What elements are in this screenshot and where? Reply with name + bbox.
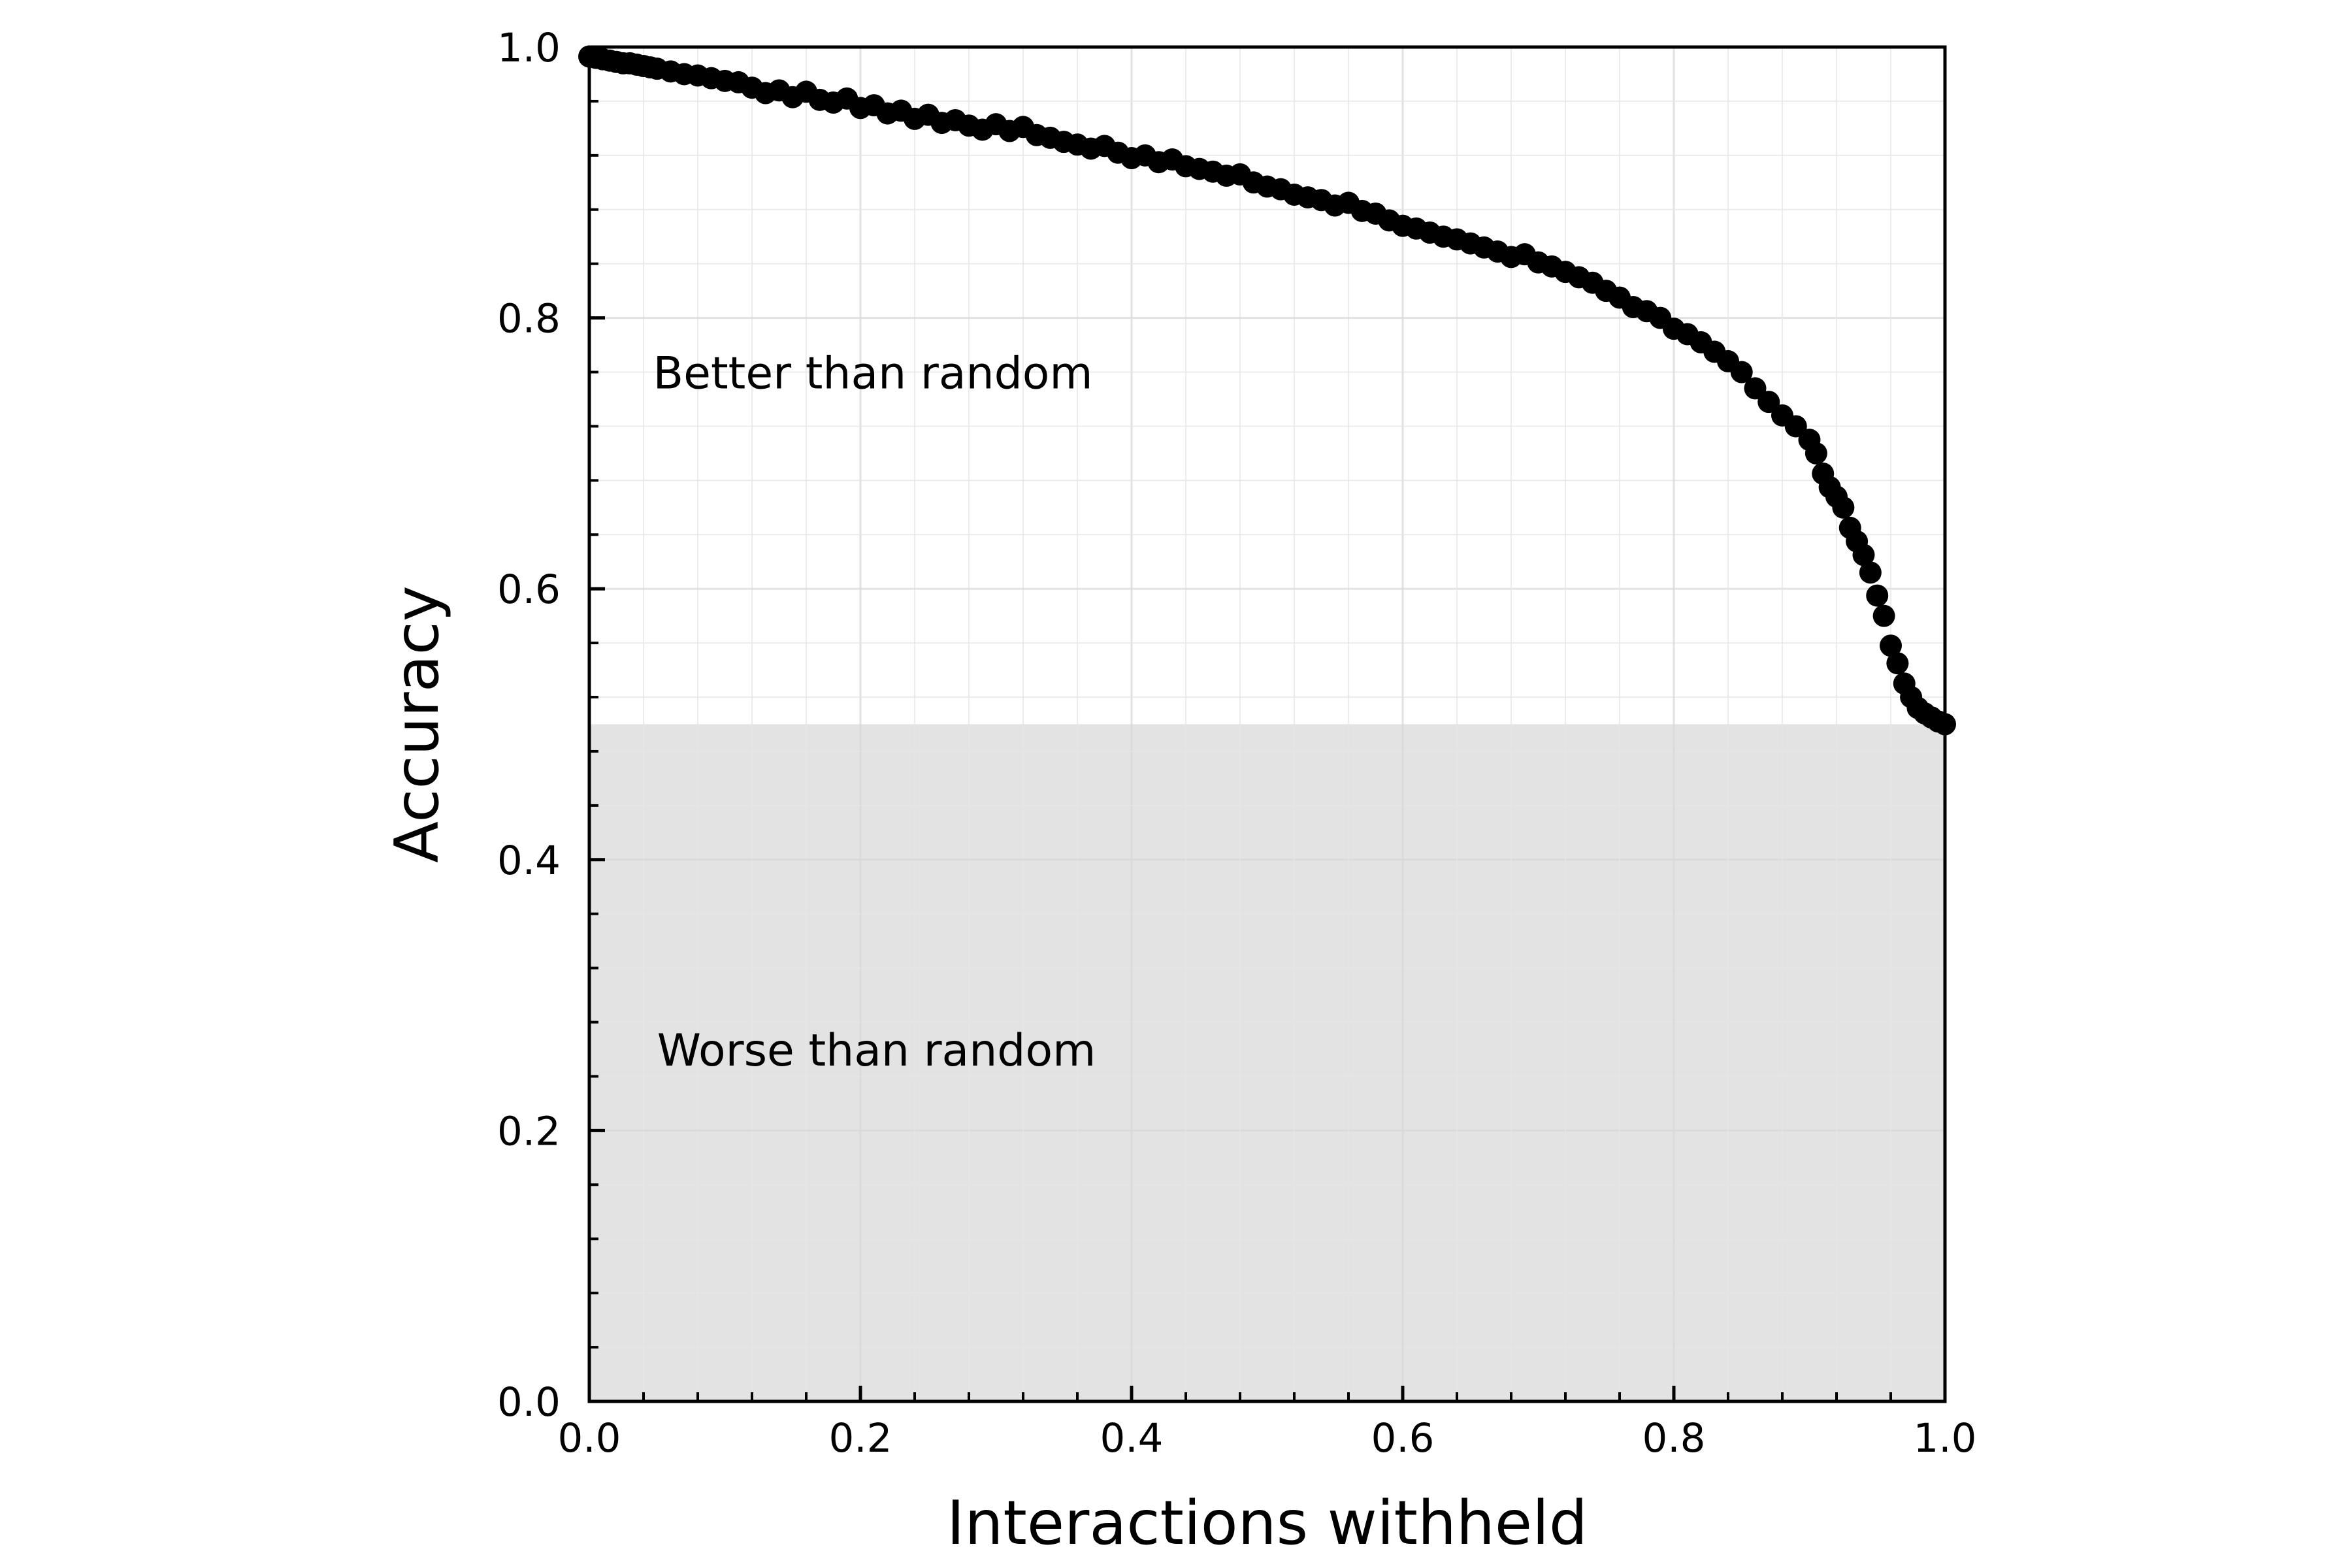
y-axis-title: Accuracy bbox=[382, 585, 452, 863]
data-point bbox=[1805, 442, 1827, 465]
data-point bbox=[1852, 544, 1875, 566]
plot-frame bbox=[587, 45, 1947, 1403]
data-point bbox=[1784, 415, 1807, 438]
x-axis-title: Interactions withheld bbox=[947, 1488, 1588, 1558]
x-tick-label: 1.0 bbox=[1913, 1415, 1976, 1462]
data-point bbox=[1872, 604, 1895, 627]
x-tick-label: 0.0 bbox=[557, 1415, 621, 1462]
y-tick-label: 0.6 bbox=[497, 566, 561, 613]
data-point bbox=[1886, 652, 1909, 675]
x-tick-label: 0.8 bbox=[1642, 1415, 1705, 1462]
data-point bbox=[1880, 634, 1902, 657]
y-tick-label: 0.2 bbox=[497, 1108, 561, 1154]
y-axis-ticks: 0.0 0.2 0.4 0.6 0.8 1.0 bbox=[497, 25, 605, 1426]
annotations: Better than random Worse than random bbox=[653, 348, 1096, 1077]
annotation-better-than-random: Better than random bbox=[653, 348, 1093, 399]
data-point bbox=[1832, 496, 1855, 519]
x-tick-label: 0.6 bbox=[1371, 1415, 1434, 1462]
data-point bbox=[1866, 584, 1889, 607]
shaded-region-rect bbox=[589, 724, 1945, 1401]
x-tick-label: 0.2 bbox=[828, 1415, 892, 1462]
data-point bbox=[1744, 377, 1767, 400]
data-point bbox=[1859, 561, 1882, 584]
grid bbox=[589, 47, 1945, 1401]
x-axis-ticks: 0.0 0.2 0.4 0.6 0.8 1.0 bbox=[557, 1386, 1977, 1462]
data-point bbox=[1757, 391, 1780, 414]
y-tick-label: 0.8 bbox=[497, 296, 561, 342]
y-tick-label: 0.4 bbox=[497, 838, 561, 884]
data-points bbox=[578, 45, 1956, 736]
y-tick-label: 0.0 bbox=[497, 1379, 561, 1426]
x-tick-label: 0.4 bbox=[1100, 1415, 1163, 1462]
axes bbox=[587, 45, 1947, 1403]
data-point bbox=[1730, 361, 1753, 384]
y-tick-label: 1.0 bbox=[497, 25, 561, 71]
annotation-worse-than-random: Worse than random bbox=[657, 1025, 1096, 1077]
worse-than-random-region bbox=[589, 724, 1945, 1401]
